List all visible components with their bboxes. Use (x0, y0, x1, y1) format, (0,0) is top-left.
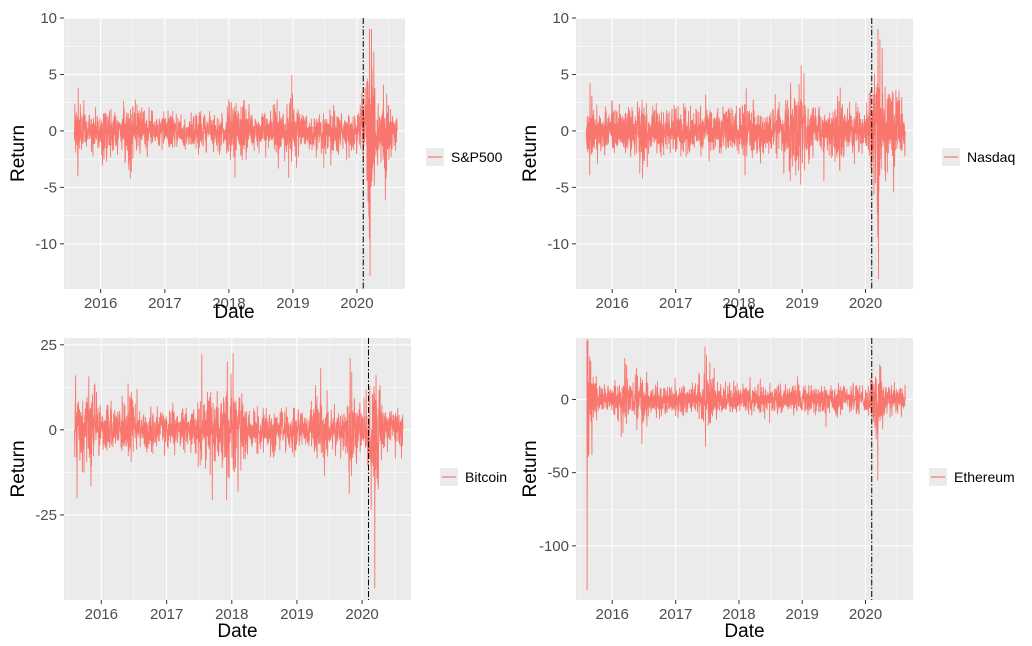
series-line-bitcoin (74, 352, 404, 589)
legend: Ethereum (929, 468, 1015, 486)
y-tick-label: -5 (44, 179, 57, 196)
x-tick-label: 2020 (340, 295, 373, 312)
x-tick-label: 2017 (659, 606, 692, 623)
y-tick-label: -10 (35, 236, 57, 253)
y-tick-label: 0 (49, 123, 57, 140)
y-tick-label: -5 (556, 179, 569, 196)
series-line-nasdaq (585, 28, 906, 280)
chart-panel-3: -25 0 25 2016 2017 2018 2019 2020 Bitcoin Date Ret… (8, 337, 507, 642)
series-line-sp500 (73, 28, 398, 276)
x-tick-label: 2019 (786, 295, 819, 312)
x-axis-title: Date (724, 621, 764, 642)
x-tick-label: 2019 (280, 606, 313, 623)
y-tick-label: -100 (539, 538, 569, 555)
series-line-ethereum (586, 339, 906, 591)
x-tick-label: 2020 (345, 606, 378, 623)
x-tick-label: 2017 (150, 606, 183, 623)
x-tick-label: 2016 (596, 295, 629, 312)
legend: S&P500 (426, 148, 503, 166)
x-tick-label: 2019 (786, 606, 819, 623)
y-axis-title: Return (520, 125, 541, 182)
x-tick-label: 2018 (722, 606, 755, 623)
y-tick-label: 10 (552, 10, 569, 27)
y-tick-label: 0 (561, 123, 569, 140)
plot-panel-background (576, 338, 913, 600)
y-tick-label: -25 (35, 507, 57, 524)
legend-label: Nasdaq (967, 149, 1015, 165)
x-tick-label: 2017 (148, 295, 181, 312)
legend-label: S&P500 (451, 149, 503, 165)
x-tick-label: 2019 (276, 295, 309, 312)
chart-panel-1: -10 -5 0 5 10 2016 2017 2018 2019 2020 S&P500 Date R… (8, 10, 503, 323)
y-axis-title: Return (8, 440, 29, 497)
x-tick-label: 2018 (212, 295, 245, 312)
legend-label: Ethereum (954, 469, 1015, 485)
legend-label: Bitcoin (465, 469, 507, 485)
legend: Nasdaq (942, 148, 1015, 166)
y-tick-label: 10 (40, 10, 57, 27)
x-axis-title: Date (724, 302, 764, 323)
x-axis-title: Date (217, 621, 257, 642)
y-tick-label: 5 (561, 66, 569, 83)
y-axis-title: Return (8, 125, 29, 182)
y-tick-label: 25 (40, 337, 57, 354)
chart-panel-4: -100 -50 0 2016 2017 2018 2019 2020 Ethereum Date… (520, 338, 1015, 642)
legend: Bitcoin (440, 468, 507, 486)
x-axis-title: Date (214, 302, 254, 323)
y-axis-title: Return (520, 440, 541, 497)
y-tick-label: -50 (547, 465, 569, 482)
x-tick-label: 2017 (659, 295, 692, 312)
y-tick-label: 5 (49, 66, 57, 83)
x-tick-label: 2020 (849, 606, 882, 623)
y-tick-label: 0 (561, 391, 569, 408)
x-tick-label: 2018 (215, 606, 248, 623)
y-tick-label: -10 (547, 236, 569, 253)
x-tick-label: 2018 (722, 295, 755, 312)
x-tick-label: 2016 (85, 606, 118, 623)
x-tick-label: 2016 (84, 295, 117, 312)
x-tick-label: 2020 (849, 295, 882, 312)
y-tick-label: 0 (49, 422, 57, 439)
x-tick-label: 2016 (596, 606, 629, 623)
chart-panel-2: -10 -5 0 5 10 2016 2017 2018 2019 2020 Nasdaq Date R… (520, 10, 1015, 323)
